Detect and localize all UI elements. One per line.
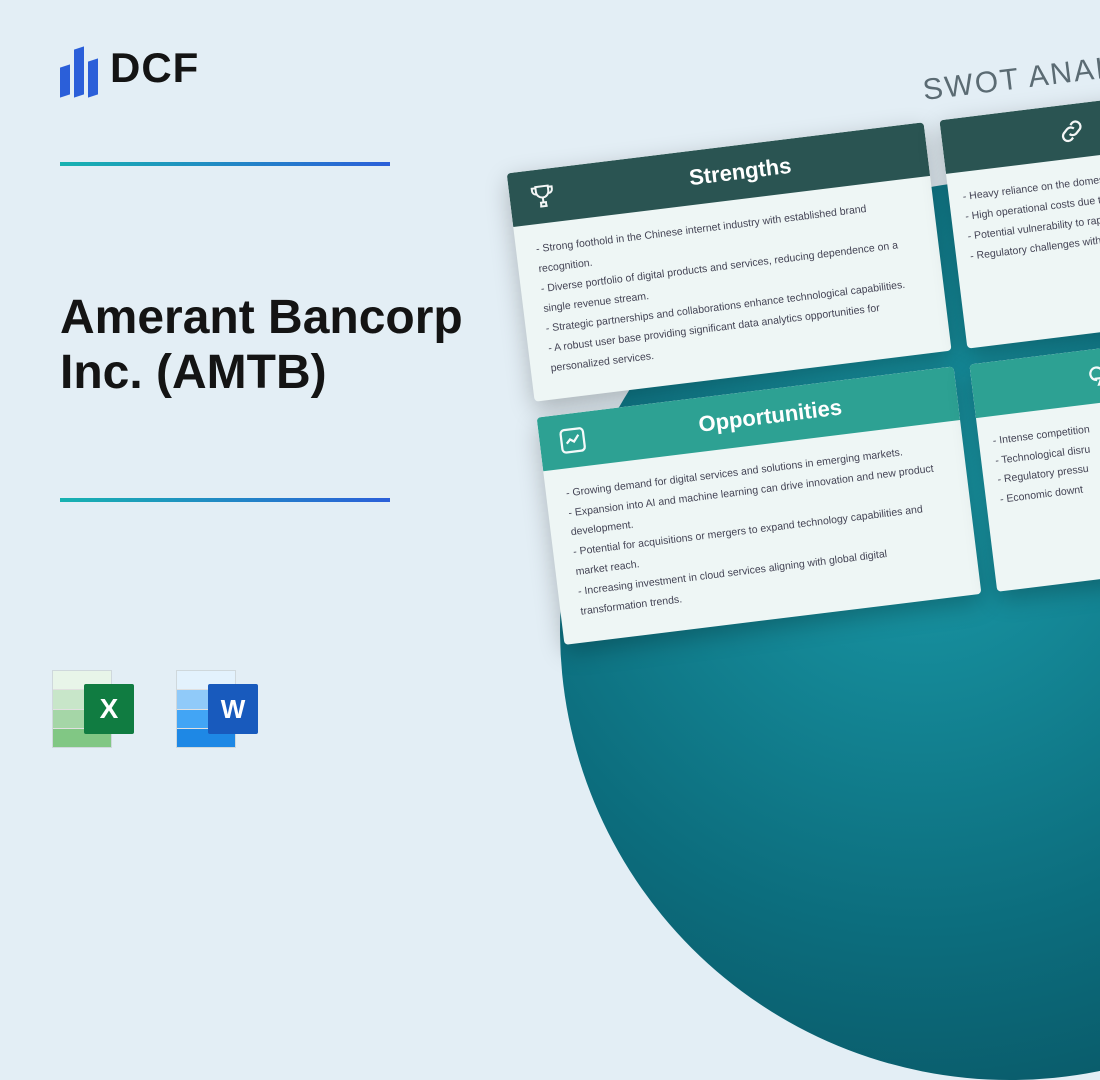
- trophy-icon: [526, 180, 559, 213]
- swot-panel: SWOT ANALYSIS Strengths - Strong foothol…: [501, 38, 1100, 645]
- excel-icon: X: [52, 661, 148, 757]
- threats-card: - Intense competition - Technological di…: [969, 332, 1100, 592]
- divider-top: [60, 162, 390, 166]
- brand-name: DCF: [110, 44, 199, 92]
- weaknesses-card: - Heavy reliance on the domestic - High …: [939, 89, 1100, 349]
- logo-bars-icon: [60, 40, 98, 96]
- page-title: Amerant Bancorp Inc. (AMTB): [60, 290, 540, 400]
- divider-bottom: [60, 498, 390, 502]
- brand-logo: DCF: [60, 40, 199, 96]
- excel-badge: X: [84, 684, 134, 734]
- strengths-card: Strengths - Strong foothold in the Chine…: [507, 122, 952, 401]
- link-icon: [1055, 115, 1088, 148]
- chart-icon: [556, 423, 589, 456]
- word-badge: W: [208, 684, 258, 734]
- storm-icon: [1085, 358, 1100, 391]
- format-icons: X W: [52, 661, 272, 757]
- word-icon: W: [176, 661, 272, 757]
